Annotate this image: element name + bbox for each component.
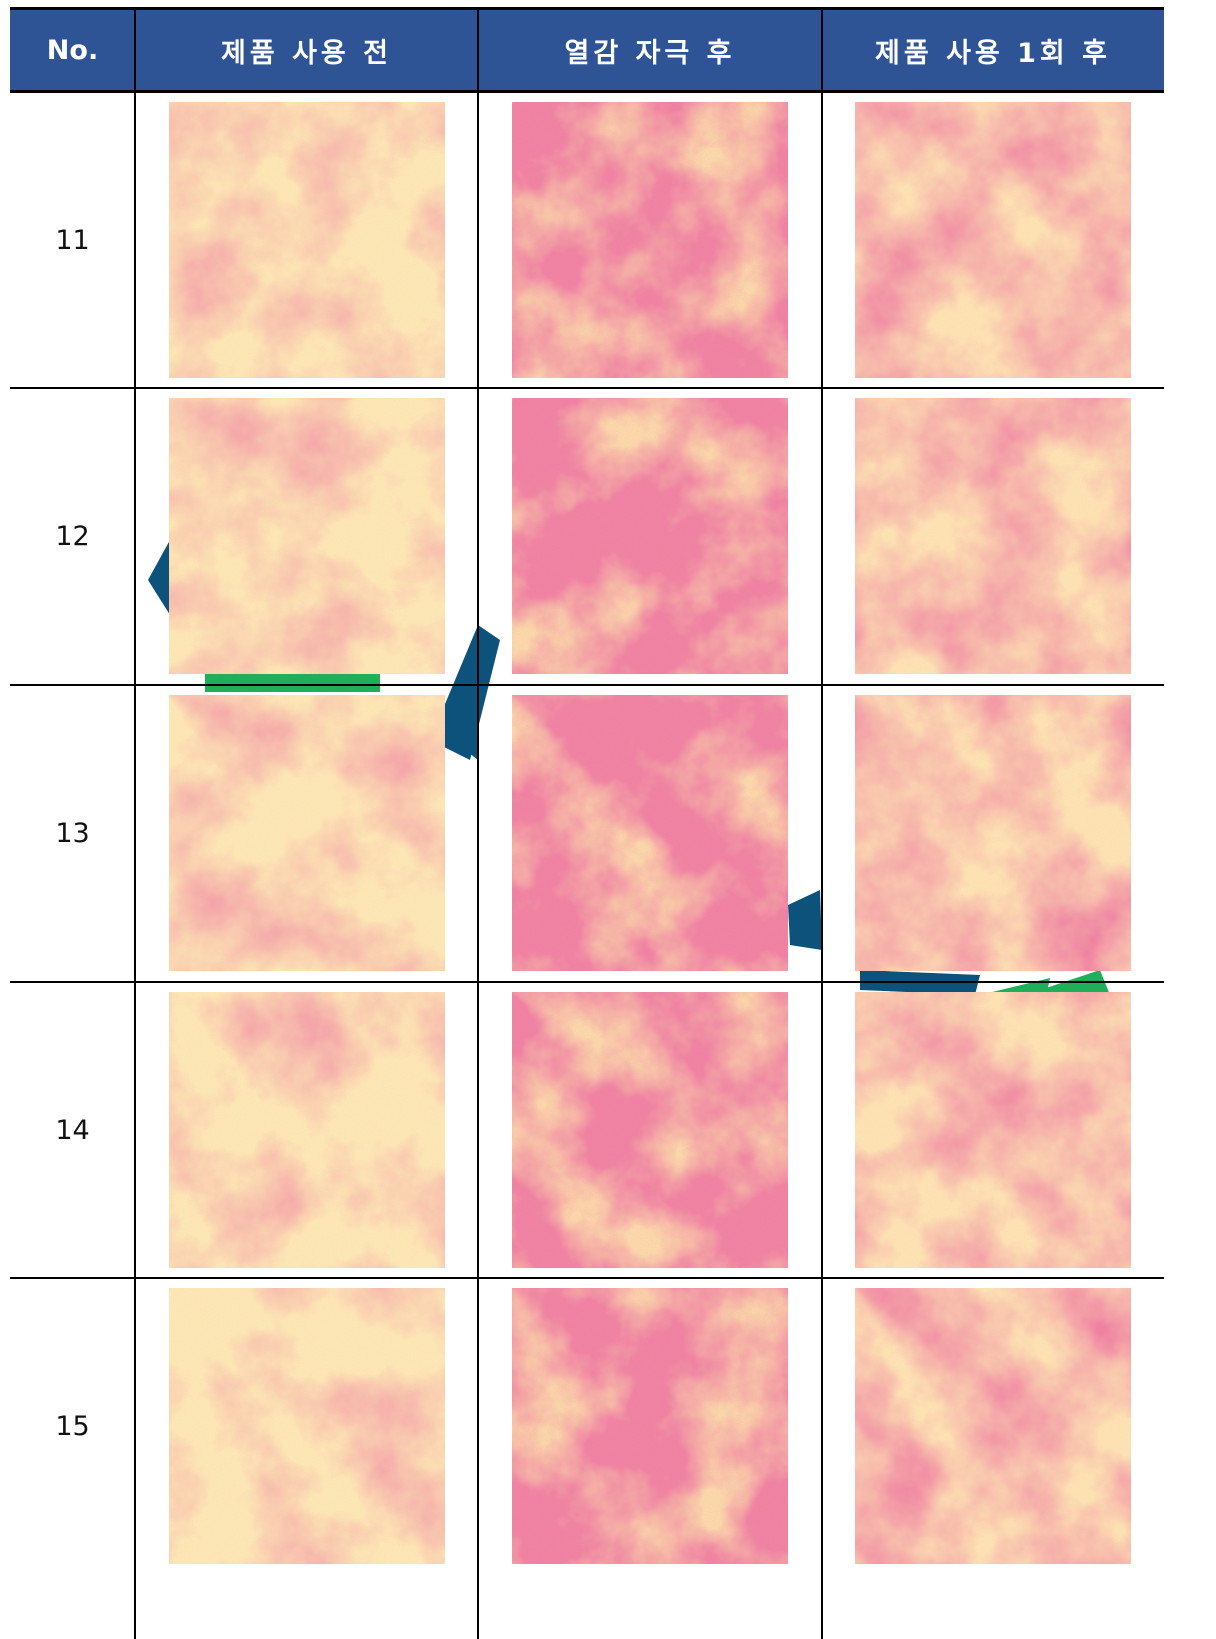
row-line: [10, 981, 135, 983]
skin-image: [169, 1288, 445, 1564]
skin-image: [512, 992, 788, 1268]
row-line: [135, 387, 1164, 389]
skin-image: [855, 695, 1131, 971]
skin-image: [169, 102, 445, 378]
row-line: [10, 684, 135, 686]
header-cell: 제품 사용 1회 후: [822, 8, 1164, 92]
skin-image: [512, 1288, 788, 1564]
column-line: [134, 8, 136, 1639]
top-border: [10, 7, 1164, 10]
row-number: 11: [55, 225, 90, 256]
row-number: 15: [55, 1411, 90, 1442]
skin-image: [855, 992, 1131, 1268]
row-line: [135, 1277, 1164, 1279]
skin-image: [169, 992, 445, 1268]
header-cell: No.: [10, 8, 135, 92]
skin-image: [512, 695, 788, 971]
header-cell: 열감 자극 후: [478, 8, 822, 92]
row-line: [135, 981, 1164, 983]
row-line: [135, 684, 1164, 686]
skin-image: [512, 398, 788, 674]
skin-image: [169, 398, 445, 674]
column-line: [821, 8, 823, 1639]
column-line: [477, 8, 479, 1639]
row-line: [10, 387, 135, 389]
header-cell: 제품 사용 전: [135, 8, 478, 92]
row-line: [10, 1277, 135, 1279]
skin-image: [855, 102, 1131, 378]
row-number: 12: [55, 521, 90, 552]
skin-image: [512, 102, 788, 378]
row-number: 14: [55, 1115, 90, 1146]
skin-image: [169, 695, 445, 971]
row-number: 13: [55, 818, 90, 849]
skin-image: [855, 1288, 1131, 1564]
header-border: [10, 90, 1164, 93]
skin-image: [855, 398, 1131, 674]
